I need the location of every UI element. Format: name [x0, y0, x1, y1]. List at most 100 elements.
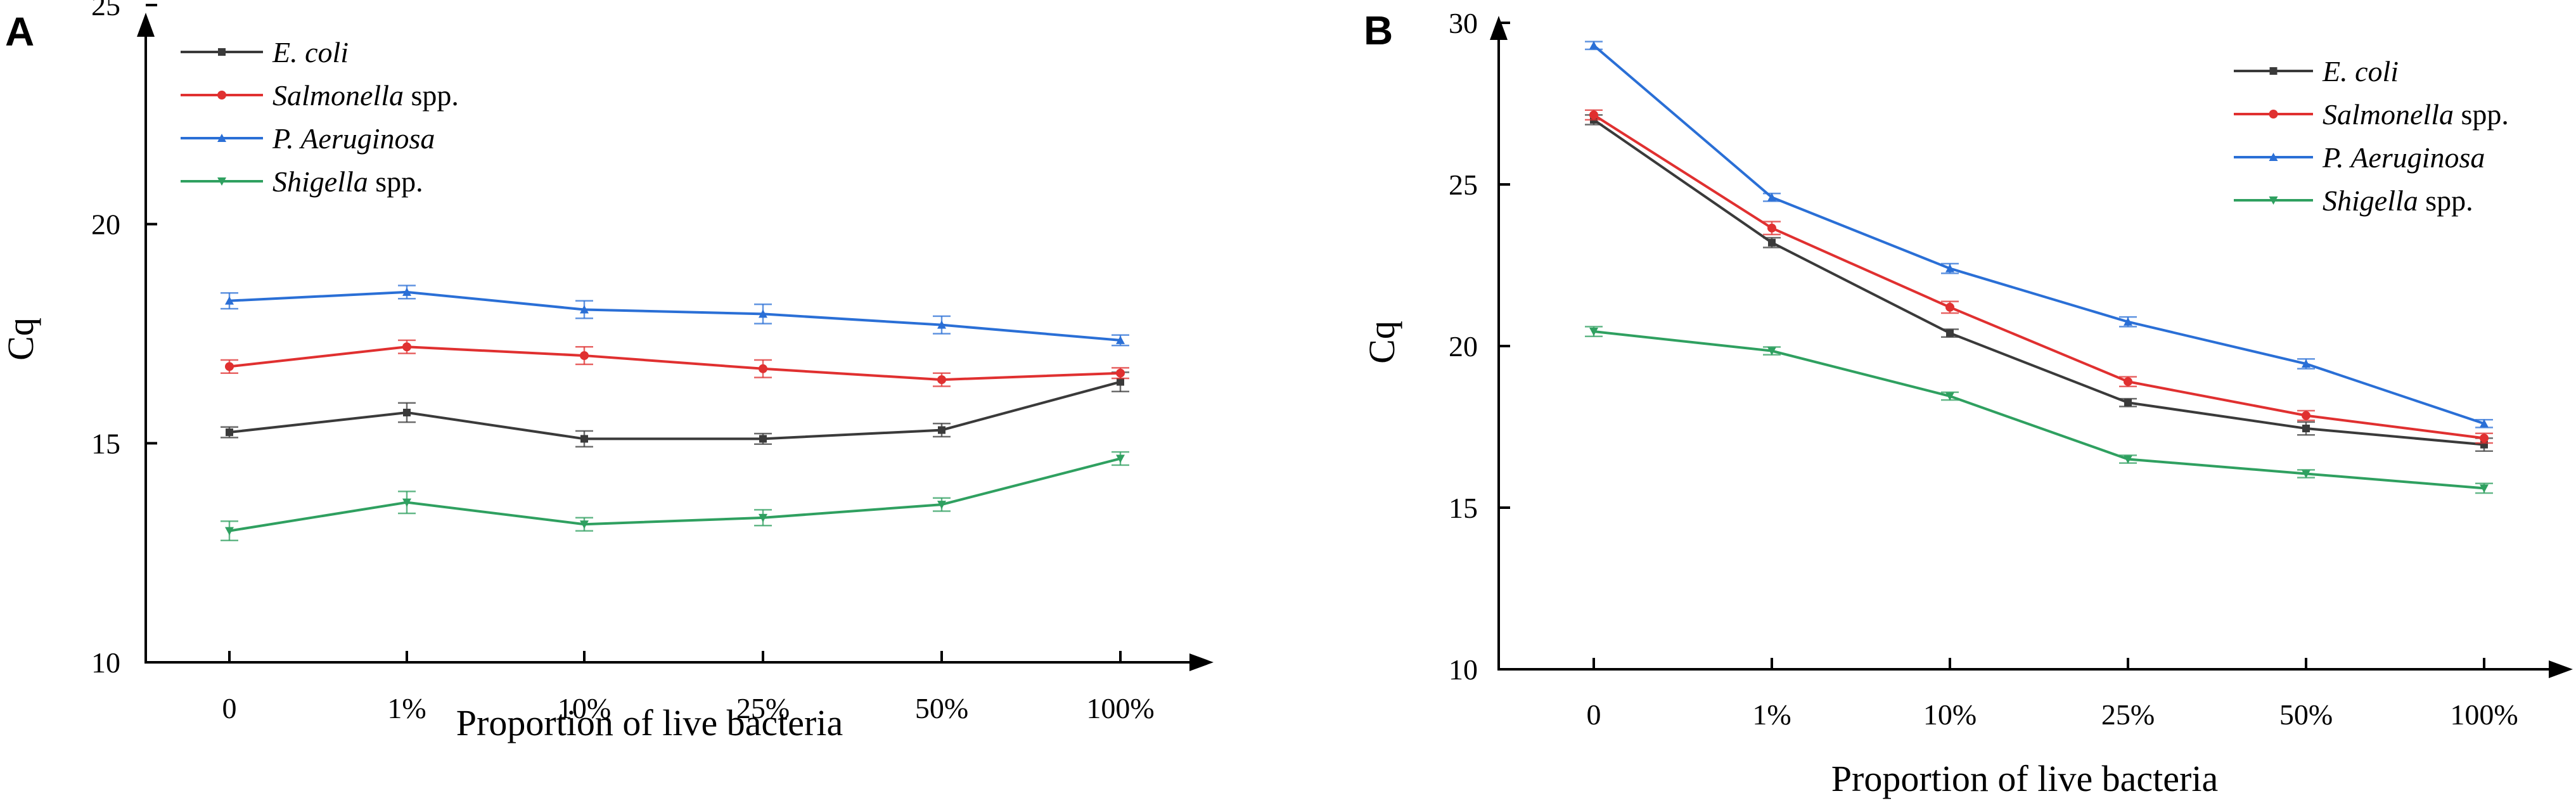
panel-b-shigella-spp-point [1767, 347, 1776, 356]
panel-a-legend-marker [217, 134, 226, 142]
panel-b-chart: B 10 15 20 25 30 0 1% 10% 25% 50% 100% Proportion… [1361, 7, 2573, 799]
panel-b-legend-marker [2269, 196, 2278, 205]
panel-b-legend-item-p-aeruginosa: P. Aeruginosa [2234, 141, 2485, 174]
panel-a-series-shigella-spp [221, 451, 1129, 542]
panel-b-x-tick-label: 100% [2450, 698, 2518, 731]
panel-b-p-aeruginosa-point [2302, 359, 2310, 368]
panel-b-y-ticks: 10 15 20 25 30 [1449, 7, 1510, 686]
panel-b-x-tick-label: 25% [2101, 698, 2155, 731]
panel-a-letter: A [5, 9, 34, 55]
panel-b-legend-item-shigella-spp: Shigella spp. [2234, 184, 2473, 217]
panel-a-y-tick-label: 20 [91, 209, 120, 241]
panel-b-y-axis-arrow [1490, 16, 1508, 40]
panel-a-e-coli-point [1117, 378, 1124, 386]
panel-b-y-axis-title: Cq [1361, 321, 1402, 364]
panel-b-p-aeruginosa-line [1592, 44, 2485, 425]
panel-a-shigella-spp-point [402, 498, 411, 507]
panel-a-series-p-aeruginosa [221, 285, 1129, 347]
panel-a-legend-marker [217, 177, 226, 186]
panel-a-x-tick-label: 50% [915, 692, 968, 724]
panel-a-axes [137, 13, 1214, 671]
panel-a-x-tick-label: 0 [222, 692, 237, 724]
panel-a-legend-marker [217, 91, 226, 100]
panel-b-p-aeruginosa-point [2480, 419, 2489, 428]
panel-b-y-tick-label: 20 [1449, 330, 1478, 363]
panel-b-legend-item-e-coli: E. coli [2234, 55, 2399, 87]
panel-b-series [1585, 41, 2493, 494]
panel-a-salmonella-spp-point [759, 364, 767, 373]
panel-a-legend-marker [218, 48, 226, 56]
panel-b-e-coli-point [2124, 399, 2132, 407]
panel-b-legend-label: Shigella spp. [2323, 184, 2473, 217]
panel-a-y-axis-title: Cq [0, 318, 41, 361]
panel-b-legend-marker [2269, 153, 2278, 161]
panel-b-x-axis-arrow [2549, 660, 2573, 678]
panel-b-series-p-aeruginosa [1585, 41, 2493, 428]
panel-b-shigella-spp-line [1593, 330, 2485, 490]
panel-b-salmonella-spp-point [2480, 434, 2489, 443]
panel-a-p-aeruginosa-point [759, 309, 767, 318]
panel-a-x-ticks: 0 1% 10% 25% 50% 100% [222, 651, 1155, 724]
panel-b-y-tick-label: 15 [1449, 492, 1478, 524]
panel-a-y-tick-label: 15 [91, 427, 120, 459]
panel-b-x-tick-label: 1% [1752, 698, 1791, 731]
panel-a-p-aeruginosa-point [580, 305, 589, 314]
panel-b-p-aeruginosa-point [1945, 264, 1954, 273]
panel-b-legend-marker [2269, 67, 2278, 75]
panel-a-e-coli-line [229, 380, 1121, 440]
panel-b-p-aeruginosa-point [1767, 193, 1776, 202]
panel-a-shigella-spp-point [225, 527, 234, 536]
panel-a-legend-item-e-coli: E. coli [181, 36, 349, 68]
panel-a-x-tick-label: 100% [1086, 692, 1154, 724]
panel-b-x-tick-label: 50% [2279, 698, 2333, 731]
panel-b-y-tick-label: 25 [1449, 169, 1478, 201]
panel-a-x-tick-label: 25% [736, 692, 790, 724]
panel-a-series-salmonella-spp [221, 339, 1129, 387]
panel-a-shigella-spp-line [229, 457, 1121, 532]
panel-b-series-shigella-spp [1585, 326, 2493, 494]
panel-a-shigella-spp-point [580, 520, 589, 529]
panel-a-legend-label: Shigella spp. [272, 165, 423, 198]
panel-b-y-tick-label: 10 [1449, 653, 1478, 686]
panel-a-e-coli-point [580, 435, 588, 443]
panel-b-y-tick-label: 30 [1449, 7, 1478, 39]
panel-a-chart: A 10 15 20 25 0 1% 10% 25% 50% 100% Proportion o… [0, 0, 1214, 743]
panel-a-shigella-spp-point [1116, 454, 1125, 463]
panel-a-p-aeruginosa-point [937, 320, 946, 329]
panel-b-letter: B [1364, 8, 1393, 53]
panel-b-legend: E. coli Salmonella spp. P. Aeruginosa Shige… [2234, 55, 2509, 217]
panel-a-p-aeruginosa-point [402, 287, 411, 296]
panel-b-shigella-spp-point [2302, 470, 2310, 479]
panel-b-legend-label: P. Aeruginosa [2322, 141, 2485, 174]
panel-b-e-coli-point [2302, 425, 2310, 433]
panel-b-e-coli-point [1768, 238, 1776, 247]
panel-a-p-aeruginosa-point [225, 296, 234, 305]
panel-a-shigella-spp-point [937, 501, 946, 510]
panel-b-salmonella-spp-point [1945, 302, 1954, 312]
panel-a-y-ticks: 10 15 20 25 [91, 0, 157, 679]
panel-b-legend-item-salmonella-spp: Salmonella spp. [2234, 98, 2509, 131]
panel-b-e-coli-point [1946, 329, 1954, 337]
panel-b-x-tick-label: 0 [1587, 698, 1601, 731]
panel-b-shigella-spp-point [1589, 328, 1598, 337]
panel-b-x-ticks: 0 1% 10% 25% 50% 100% [1587, 658, 2518, 731]
panel-b-x-tick-label: 10% [1923, 698, 1977, 731]
panel-b-e-coli-line [1592, 119, 2485, 446]
panel-b-shigella-spp-point [2124, 455, 2132, 464]
panel-a-p-aeruginosa-point [1116, 335, 1125, 344]
panel-a-y-axis-arrow [137, 13, 155, 37]
panel-a-legend-item-shigella-spp: Shigella spp. [181, 165, 423, 198]
panel-a-y-tick-label: 25 [91, 0, 120, 22]
panel-a-legend-label: P. Aeruginosa [272, 122, 435, 155]
panel-b-p-aeruginosa-point [2124, 317, 2132, 326]
panel-b-salmonella-spp-line [1592, 113, 2485, 440]
panel-a-e-coli-point [226, 428, 233, 437]
panel-b-salmonella-spp-point [2302, 411, 2310, 420]
panel-a-x-axis-arrow [1189, 653, 1214, 671]
panel-a-series-e-coli [221, 371, 1129, 448]
panel-b-shigella-spp-point [1945, 392, 1954, 401]
panel-a-x-tick-label: 1% [387, 692, 426, 724]
panel-a-salmonella-spp-line [229, 345, 1121, 382]
panel-b-series-salmonella-spp [1585, 109, 2493, 444]
panel-a-salmonella-spp-point [580, 351, 589, 361]
